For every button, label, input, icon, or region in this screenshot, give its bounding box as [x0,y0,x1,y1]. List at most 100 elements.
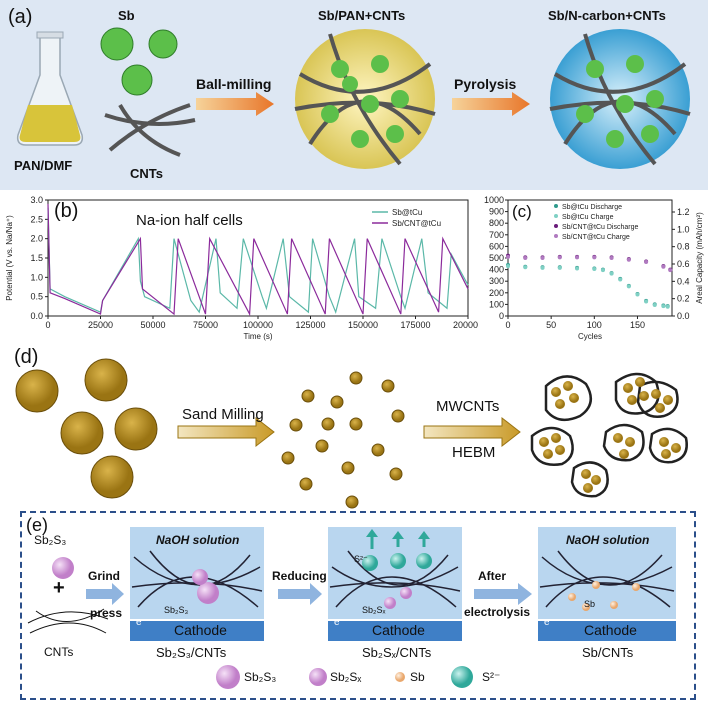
legend-label-c-4: Sb/CNT@tCu Charge [562,234,630,241]
data-point-c-2 [626,284,631,289]
panel-b-label: (b) [54,200,79,222]
caption-2: Sb₂Sₓ/CNTs [362,645,432,660]
x-axis-label-b: Time (s) [243,332,272,341]
legend-sb2s3: Sb₂S₃ [244,670,277,684]
data-point-c-2 [600,268,605,273]
x-tick-label-b: 25000 [88,320,113,330]
panel-d-illustration [15,358,688,509]
panel-e-legend-shapes [216,665,473,689]
flask-illustration [16,31,84,146]
data-point-c-4 [575,255,580,260]
data-point-c-4 [523,256,528,260]
y-tick-label-c: 100 [489,299,504,309]
y-axis-label-b: Potential (V vs. Na/Na⁺) [5,215,14,301]
y-tick-label-c: 400 [489,265,504,275]
legend-sb: Sb [410,670,425,684]
y2-tick-label-c: 0.8 [677,242,690,252]
data-point-c-2 [540,265,545,270]
y-tick-label-b: 1.5 [30,253,43,263]
legend-label-c-1: Sb@tCu Discharge [562,204,622,211]
cathode-label-1: Cathode [174,622,227,638]
electron-label-1: e⁻ [136,617,147,628]
cnts-small-label: CNTs [44,645,74,659]
after-label: After [478,569,507,583]
y-tick-label-b: 2.0 [30,234,43,244]
plot-frame-b [47,199,469,317]
legend-swatch-c-4 [554,234,558,238]
panel-e: (e) Sb₂S₃ + CNTs Grind press NaOH soluti… [20,511,696,700]
mwcnts-label: MWCNTs [436,398,500,415]
series-line-b-1 [47,207,469,315]
x-tick-label-c: 0 [505,320,510,330]
naoh-label-3: NaOH solution [566,533,650,547]
cnt-network-3 [539,550,675,611]
x-tick-label-c: 100 [587,320,602,330]
legend-swatch-c-3 [554,224,558,228]
data-point-c-4 [506,254,510,259]
ball-milling-arrow [196,92,274,116]
panel-d-label: (d) [14,346,39,368]
data-point-c-2 [575,266,580,271]
sb-ncarbon-cnts-label: Sb/N-carbon+CNTs [548,8,666,23]
data-point-c-4 [557,255,562,260]
sb-species-label: Sb [584,599,596,609]
x-axis-label-c: Cycles [578,332,602,341]
y-tick-label-c: 600 [489,241,504,251]
box2-species-label: Sb₂Sₓ [362,605,386,615]
data-point-c-2 [592,267,597,272]
y-tick-label-b: 1.0 [30,272,43,282]
box1-species-label: Sb₂S₃ [164,605,189,615]
legend-label-c-2: Sb@tCu Charge [562,214,614,221]
y2-tick-label-c: 0.2 [677,294,690,304]
y-tick-label-c: 800 [489,218,504,228]
x-tick-label-c: 50 [546,320,556,330]
legend-swatch-c-2 [554,214,558,218]
data-point-c-2 [618,277,623,282]
sb2s3-sphere [52,557,74,579]
x-tick-label-b: 125000 [295,320,325,330]
hebm-label: HEBM [452,444,496,461]
sb-pan-cnts-label: Sb/PAN+CNTs [318,8,406,23]
y-tick-label-b: 0.0 [30,311,43,321]
data-point-c-2 [644,299,649,304]
grind-label: Grind [88,569,120,583]
y2-tick-label-c: 0.0 [677,311,690,321]
panel-e-label: (e) [26,515,48,535]
y-tick-label-b: 2.5 [30,214,43,224]
data-point-c-2 [609,271,614,276]
sb-particles [100,27,178,96]
cnt-network-1 [131,550,263,608]
data-point-c-4 [668,268,673,273]
cnt-network-2 [329,529,461,609]
y2-tick-label-c: 0.4 [677,276,690,286]
sb2s3-label: Sb₂S₃ [34,533,67,547]
legend-s2: S²⁻ [482,670,501,684]
cnts-label: CNTs [130,166,163,181]
naoh-label-1: NaOH solution [156,533,240,547]
pyrolysis-arrow [452,92,530,116]
reducing-label: Reducing [272,569,327,583]
pyrolysis-label: Pyrolysis [454,76,517,92]
sb-label: Sb [118,8,135,23]
y-tick-label-c: 700 [489,230,504,240]
y2-tick-label-c: 0.6 [677,259,690,269]
cathode-1: e⁻ Cathode [130,617,264,641]
x-tick-label-b: 75000 [193,320,218,330]
sand-milling-label: Sand Milling [182,406,264,423]
plus-sign: + [53,577,65,599]
sb-ncarbon-cnts-sphere [549,29,691,169]
legend-swatch-c-1 [554,204,558,208]
data-point-c-2 [523,265,528,270]
data-point-c-4 [626,257,631,262]
naoh-box-3: NaOH solution Sb [538,527,676,619]
legend-label-b-2: Sb/CNT@tCu [392,219,441,228]
grind-press-arrow [86,583,124,605]
y-tick-label-c: 900 [489,207,504,217]
naoh-box-1: NaOH solution Sb₂S₃ [130,527,264,619]
data-point-c-2 [661,304,666,309]
electrolysis-arrow [474,583,532,605]
x-tick-label-b: 50000 [140,320,165,330]
y-tick-label-b: 3.0 [30,195,43,205]
ball-milling-label: Ball-milling [196,76,272,92]
